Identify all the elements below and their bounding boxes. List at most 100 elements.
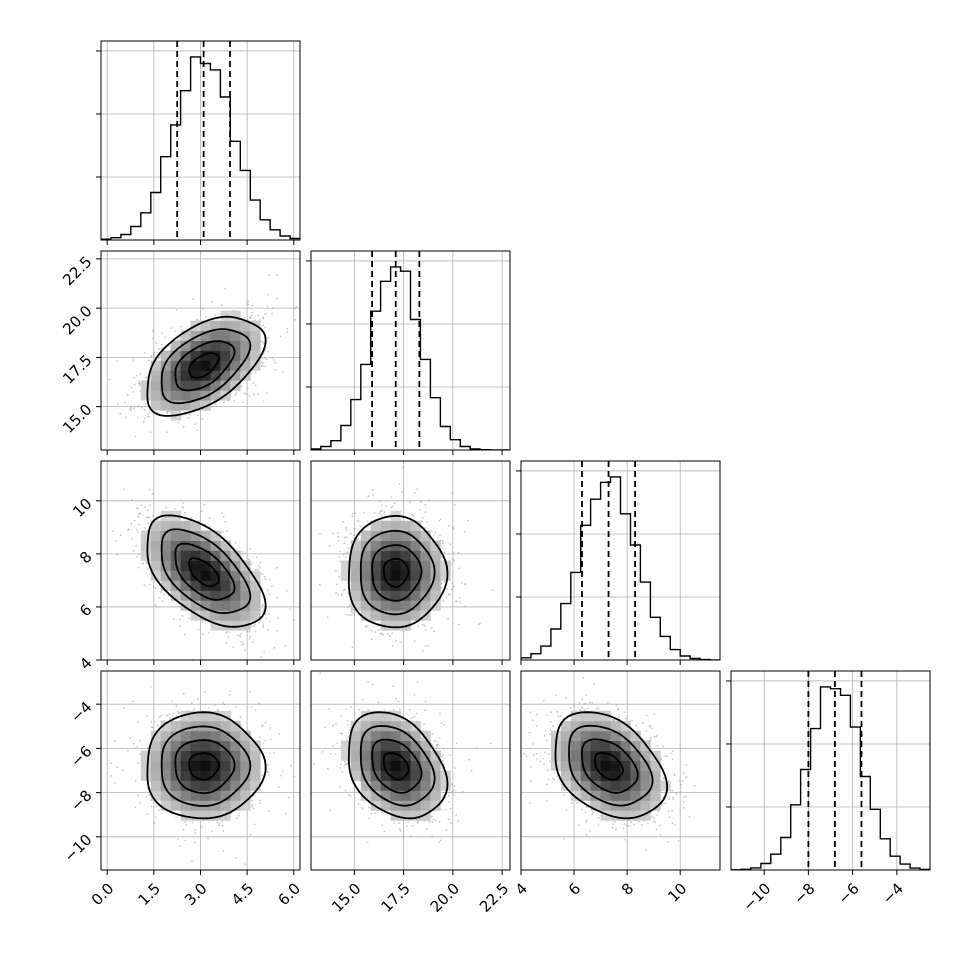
scatter-point: [247, 300, 249, 302]
scatter-point: [267, 629, 270, 631]
scatter-point: [267, 810, 270, 812]
density-cell: [150, 380, 162, 391]
density-cell: [380, 550, 391, 561]
scatter-point: [421, 624, 424, 626]
histogram-step: [311, 266, 510, 450]
scatter-point: [115, 540, 117, 542]
scatter-point: [420, 520, 423, 523]
scatter-point: [176, 710, 179, 713]
panel-1-0: [85, 250, 301, 451]
scatter-point: [337, 535, 340, 538]
density-cell: [230, 340, 241, 351]
scatter-point: [227, 636, 230, 639]
density-cell: [230, 610, 241, 621]
density-cell: [210, 350, 221, 361]
scatter-point: [170, 327, 173, 330]
scatter-point: [318, 583, 321, 586]
scatter-point: [191, 821, 194, 824]
scatter-point: [374, 631, 377, 634]
density-cell: [390, 520, 401, 531]
scatter-point: [253, 823, 256, 826]
scatter-point: [85, 382, 87, 384]
density-cell: [240, 590, 251, 601]
density-cell: [220, 610, 231, 621]
density-cell: [150, 520, 162, 531]
scatter-point: [248, 631, 251, 633]
scatter-point: [259, 319, 261, 321]
scatter-point: [190, 516, 193, 519]
density-cell: [220, 560, 231, 571]
scatter-point: [391, 632, 394, 635]
density-cell: [200, 560, 211, 571]
scatter-point: [168, 717, 171, 719]
density-cell: [390, 550, 401, 561]
scatter-point: [428, 499, 431, 502]
scatter-point: [402, 466, 405, 468]
scatter-point: [464, 605, 467, 608]
density-cell: [370, 520, 382, 531]
scatter-point: [260, 656, 262, 658]
scatter-point: [232, 646, 235, 648]
scatter-point: [262, 317, 265, 320]
scatter-point: [187, 416, 190, 419]
density-cell: [160, 550, 172, 561]
density-cell: [180, 540, 191, 551]
scatter-point: [337, 593, 340, 596]
scatter-point: [234, 706, 237, 708]
scatter-point: [205, 316, 208, 319]
density-cell: [170, 380, 181, 391]
density-cell: [230, 370, 241, 381]
scatter-point: [248, 637, 251, 640]
scatter-point: [168, 713, 171, 716]
density-cell: [430, 600, 441, 611]
density-cell: [410, 540, 421, 551]
scatter-point: [161, 600, 164, 603]
scatter-point: [262, 365, 265, 367]
scatter-point: [263, 650, 265, 653]
scatter-point: [266, 392, 268, 395]
scatter-point: [175, 705, 178, 707]
scatter-point: [258, 565, 260, 567]
scatter-point: [180, 499, 182, 502]
scatter-point: [274, 362, 277, 364]
scatter-point: [130, 406, 132, 409]
density-cell: [380, 610, 391, 621]
scatter-point: [137, 531, 140, 533]
scatter-point: [149, 583, 151, 586]
density-cell: [180, 600, 191, 611]
scatter-point: [136, 374, 139, 377]
scatter-point: [341, 592, 343, 595]
density-cell: [250, 610, 261, 621]
scatter-point: [372, 489, 374, 491]
scatter-point: [409, 501, 412, 504]
density-cell: [220, 590, 231, 601]
density-cell: [430, 550, 441, 561]
density-cell: [160, 530, 172, 541]
density-cell: [220, 380, 231, 391]
scatter-point: [353, 527, 356, 530]
panel-content: [311, 251, 510, 450]
scatter-point: [254, 371, 257, 373]
density-cell: [160, 380, 172, 391]
scatter-point: [144, 527, 146, 529]
scatter-point: [267, 774, 270, 776]
density-cell: [240, 610, 251, 621]
density-cell: [230, 570, 241, 581]
scatter-point: [259, 799, 262, 802]
scatter-point: [448, 524, 451, 527]
scatter-point: [280, 774, 282, 777]
panel-frame: [310, 250, 511, 451]
scatter-point: [266, 350, 269, 353]
scatter-point: [111, 530, 114, 533]
density-cell: [160, 360, 172, 371]
density-cell: [190, 590, 201, 601]
scatter-point: [123, 401, 126, 404]
scatter-point: [158, 357, 160, 360]
density-cell: [420, 540, 431, 551]
scatter-point: [264, 575, 266, 578]
scatter-point: [264, 326, 267, 329]
scatter-point: [188, 617, 191, 620]
scatter-point: [248, 558, 250, 561]
histogram-step: [101, 56, 300, 240]
density-cell: [160, 570, 172, 581]
